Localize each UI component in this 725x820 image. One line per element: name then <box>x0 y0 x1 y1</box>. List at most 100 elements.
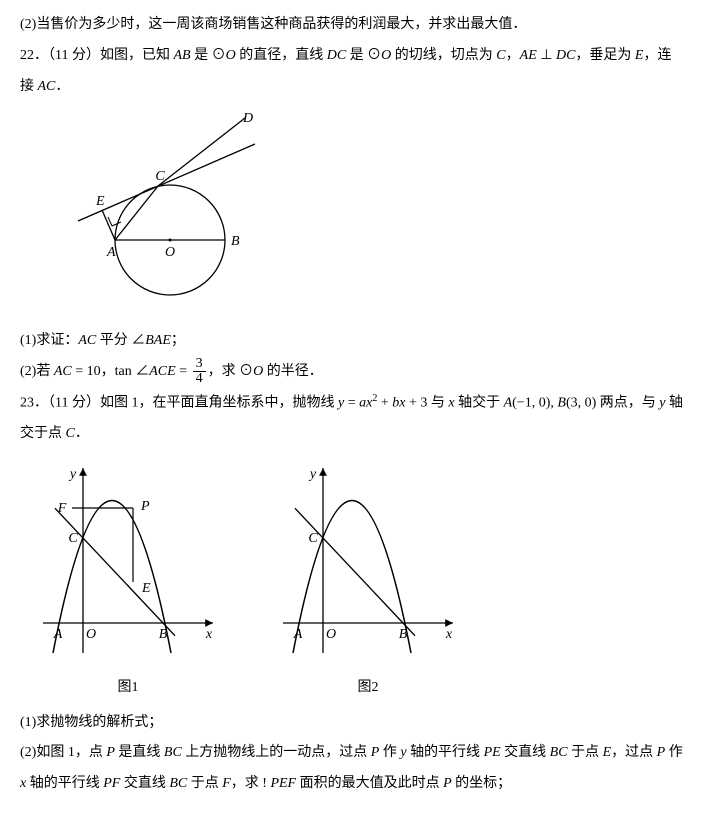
var-b: B <box>557 395 566 410</box>
q23-stem: 23．（11 分）如图 1，在平面直角坐标系中，抛物线 y = ax2 + bx… <box>20 388 705 419</box>
figure-2-caption: 图2 <box>278 673 458 704</box>
var-ac: AC <box>78 333 96 348</box>
var-dc: DC <box>327 48 346 63</box>
perp: ⊥ <box>537 48 556 63</box>
var-ax: ax <box>359 395 372 410</box>
svg-text:B: B <box>159 627 168 642</box>
q22-1: (1)求证：AC 平分 ∠BAE； <box>20 326 705 357</box>
t: 交直线 <box>501 745 550 760</box>
t: 平分 ∠ <box>96 333 145 348</box>
t: ，过点 <box>611 745 657 760</box>
t: 的半径． <box>263 364 323 379</box>
parabola-fig1-svg: AOBCxyPFE <box>38 458 218 658</box>
t: ． <box>75 426 89 441</box>
svg-text:P: P <box>140 499 150 514</box>
svg-text:E: E <box>95 194 105 209</box>
t: = <box>344 395 359 410</box>
var-ac: AC <box>38 79 56 94</box>
svg-text:x: x <box>205 627 213 642</box>
parabola-fig2-svg: A O B Cx y <box>278 458 458 658</box>
t: 轴 <box>665 395 683 410</box>
frac-num: 3 <box>193 357 206 372</box>
t: 交于点 <box>20 426 66 441</box>
t: 轴的平行线 <box>407 745 484 760</box>
figure-1-wrap: AOBCxyPFE 图1 <box>38 458 218 704</box>
figure-2-wrap: A O B Cx y 图2 <box>278 458 458 704</box>
var-ace: ACE <box>149 364 175 379</box>
t: 23．（11 分）如图 1，在平面直角坐标系中，抛物线 <box>20 395 338 410</box>
var-ab: AB <box>173 48 190 63</box>
svg-text:A: A <box>53 627 63 642</box>
t: 22．（11 分）如图，已知 <box>20 48 173 63</box>
var-bae: BAE <box>145 333 171 348</box>
svg-text:D: D <box>242 111 253 126</box>
var-c: C <box>496 48 505 63</box>
svg-text:C: C <box>155 169 165 184</box>
q22-figure: D C E A B O <box>50 110 705 318</box>
t: ，连 <box>643 48 671 63</box>
var-ae: AE <box>520 48 537 63</box>
var-dc: DC <box>556 48 575 63</box>
t: ，求 ⊙ <box>208 364 254 379</box>
q23-stem-2: 交于点 C． <box>20 419 705 450</box>
svg-text:A: A <box>293 627 303 642</box>
q23-2-line2: x 轴的平行线 PF 交直线 BC 于点 F，求 ! PEF 面积的最大值及此时… <box>20 769 705 800</box>
var-bx: bx <box>392 395 405 410</box>
t: = 10，tan ∠ <box>72 364 150 379</box>
t: (−1, 0), <box>512 395 557 410</box>
figure-1-caption: 图1 <box>38 673 218 704</box>
q23-1: (1)求抛物线的解析式； <box>20 708 705 739</box>
t: ． <box>55 79 69 94</box>
t: 是 ⊙ <box>191 48 226 63</box>
var-bc: BC <box>164 745 182 760</box>
t: 接 <box>20 79 38 94</box>
svg-text:C: C <box>308 531 318 546</box>
fraction-34: 34 <box>193 357 206 386</box>
t: 是 ⊙ <box>346 48 381 63</box>
t: + <box>377 395 392 410</box>
t: 于点 <box>568 745 603 760</box>
q22-stem-2: 接 AC． <box>20 72 705 103</box>
t: 的切线，切点为 <box>391 48 496 63</box>
svg-text:B: B <box>399 627 408 642</box>
t: 的直径，直线 <box>236 48 327 63</box>
t: 是直线 <box>115 745 164 760</box>
t: = <box>176 364 191 379</box>
t: (2)如图 1，点 <box>20 745 106 760</box>
var-p: P <box>657 745 666 760</box>
var-o: O <box>253 364 263 379</box>
q22-2: (2)若 AC = 10，tan ∠ACE = 34，求 ⊙O 的半径． <box>20 357 705 388</box>
svg-text:x: x <box>445 627 453 642</box>
t: ； <box>171 333 185 348</box>
q23-2-line1: (2)如图 1，点 P 是直线 BC 上方抛物线上的一动点，过点 P 作 y 轴… <box>20 738 705 769</box>
var-bc: BC <box>550 745 568 760</box>
t: ， <box>506 48 520 63</box>
var-pe: PE <box>484 745 501 760</box>
var-c: C <box>66 426 75 441</box>
svg-text:E: E <box>141 581 151 596</box>
svg-text:O: O <box>86 627 96 642</box>
var-p: P <box>106 745 115 760</box>
t: 轴交于 <box>455 395 504 410</box>
q22-stem: 22．（11 分）如图，已知 AB 是 ⊙O 的直径，直线 DC 是 ⊙O 的切… <box>20 41 705 72</box>
var-e: E <box>603 745 612 760</box>
svg-text:y: y <box>308 467 317 482</box>
t: 作 <box>379 745 400 760</box>
svg-text:B: B <box>231 234 240 249</box>
frac-den: 4 <box>193 372 206 386</box>
svg-text:O: O <box>165 245 175 260</box>
var-a: A <box>504 395 513 410</box>
circle-diagram-svg: D C E A B O <box>50 110 280 305</box>
var-ac: AC <box>54 364 72 379</box>
t: + 3 与 <box>405 395 448 410</box>
q21-2-text: (2)当售价为多少时，这一周该商场销售这种商品获得的利润最大，并求出最大值． <box>20 10 705 41</box>
var-o: O <box>226 48 236 63</box>
t: (1)求证： <box>20 333 78 348</box>
svg-text:O: O <box>326 627 336 642</box>
t: (3, 0) 两点，与 <box>566 395 659 410</box>
t: 作 <box>665 745 683 760</box>
svg-text:A: A <box>106 245 116 260</box>
svg-text:y: y <box>68 467 77 482</box>
svg-text:F: F <box>57 501 67 516</box>
t: (2)若 <box>20 364 54 379</box>
